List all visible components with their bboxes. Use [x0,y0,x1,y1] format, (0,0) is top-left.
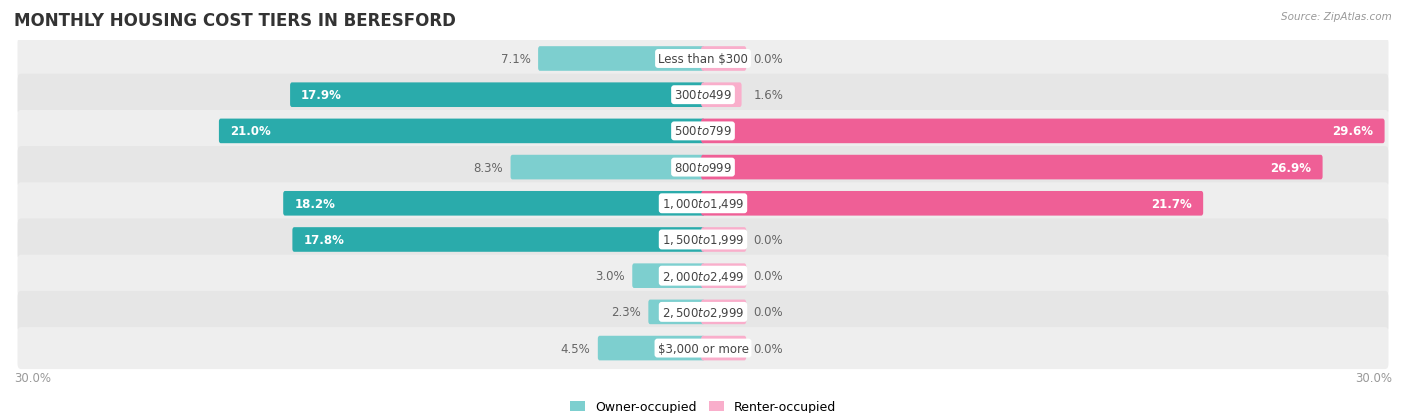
Legend: Owner-occupied, Renter-occupied: Owner-occupied, Renter-occupied [565,395,841,413]
Text: 1.6%: 1.6% [754,89,783,102]
Text: 18.2%: 18.2% [294,197,335,210]
Text: 4.5%: 4.5% [561,342,591,355]
Text: 21.0%: 21.0% [231,125,271,138]
Text: $3,000 or more: $3,000 or more [658,342,748,355]
FancyBboxPatch shape [648,300,704,324]
Text: 17.8%: 17.8% [304,233,344,247]
Text: 0.0%: 0.0% [754,306,783,318]
FancyBboxPatch shape [17,111,1389,152]
FancyBboxPatch shape [702,119,1385,144]
Text: $1,500 to $1,999: $1,500 to $1,999 [662,233,744,247]
Text: $500 to $799: $500 to $799 [673,125,733,138]
Text: 3.0%: 3.0% [595,270,624,282]
FancyBboxPatch shape [17,291,1389,333]
FancyBboxPatch shape [702,300,747,324]
Text: 26.9%: 26.9% [1271,161,1312,174]
FancyBboxPatch shape [17,327,1389,369]
Text: 0.0%: 0.0% [754,342,783,355]
Text: $2,500 to $2,999: $2,500 to $2,999 [662,305,744,319]
FancyBboxPatch shape [702,264,747,288]
Text: 0.0%: 0.0% [754,53,783,66]
Text: 30.0%: 30.0% [14,370,51,384]
Text: 0.0%: 0.0% [754,233,783,247]
FancyBboxPatch shape [17,255,1389,297]
FancyBboxPatch shape [17,183,1389,225]
Text: Source: ZipAtlas.com: Source: ZipAtlas.com [1281,12,1392,22]
FancyBboxPatch shape [702,83,741,108]
FancyBboxPatch shape [702,192,1204,216]
Text: 7.1%: 7.1% [501,53,531,66]
Text: 17.9%: 17.9% [301,89,342,102]
Text: 29.6%: 29.6% [1333,125,1374,138]
FancyBboxPatch shape [17,147,1389,189]
FancyBboxPatch shape [702,47,747,71]
FancyBboxPatch shape [290,83,704,108]
Text: 30.0%: 30.0% [1355,370,1392,384]
Text: $800 to $999: $800 to $999 [673,161,733,174]
FancyBboxPatch shape [292,228,704,252]
Text: 21.7%: 21.7% [1152,197,1192,210]
FancyBboxPatch shape [283,192,704,216]
FancyBboxPatch shape [702,155,1323,180]
FancyBboxPatch shape [702,228,747,252]
Text: 2.3%: 2.3% [612,306,641,318]
FancyBboxPatch shape [219,119,704,144]
FancyBboxPatch shape [510,155,704,180]
Text: $300 to $499: $300 to $499 [673,89,733,102]
FancyBboxPatch shape [17,38,1389,80]
FancyBboxPatch shape [702,336,747,361]
Text: $2,000 to $2,499: $2,000 to $2,499 [662,269,744,283]
Text: 8.3%: 8.3% [474,161,503,174]
FancyBboxPatch shape [538,47,704,71]
FancyBboxPatch shape [17,219,1389,261]
FancyBboxPatch shape [17,74,1389,116]
Text: Less than $300: Less than $300 [658,53,748,66]
Text: $1,000 to $1,499: $1,000 to $1,499 [662,197,744,211]
Text: 0.0%: 0.0% [754,270,783,282]
FancyBboxPatch shape [598,336,704,361]
FancyBboxPatch shape [633,264,704,288]
Text: MONTHLY HOUSING COST TIERS IN BERESFORD: MONTHLY HOUSING COST TIERS IN BERESFORD [14,12,456,30]
